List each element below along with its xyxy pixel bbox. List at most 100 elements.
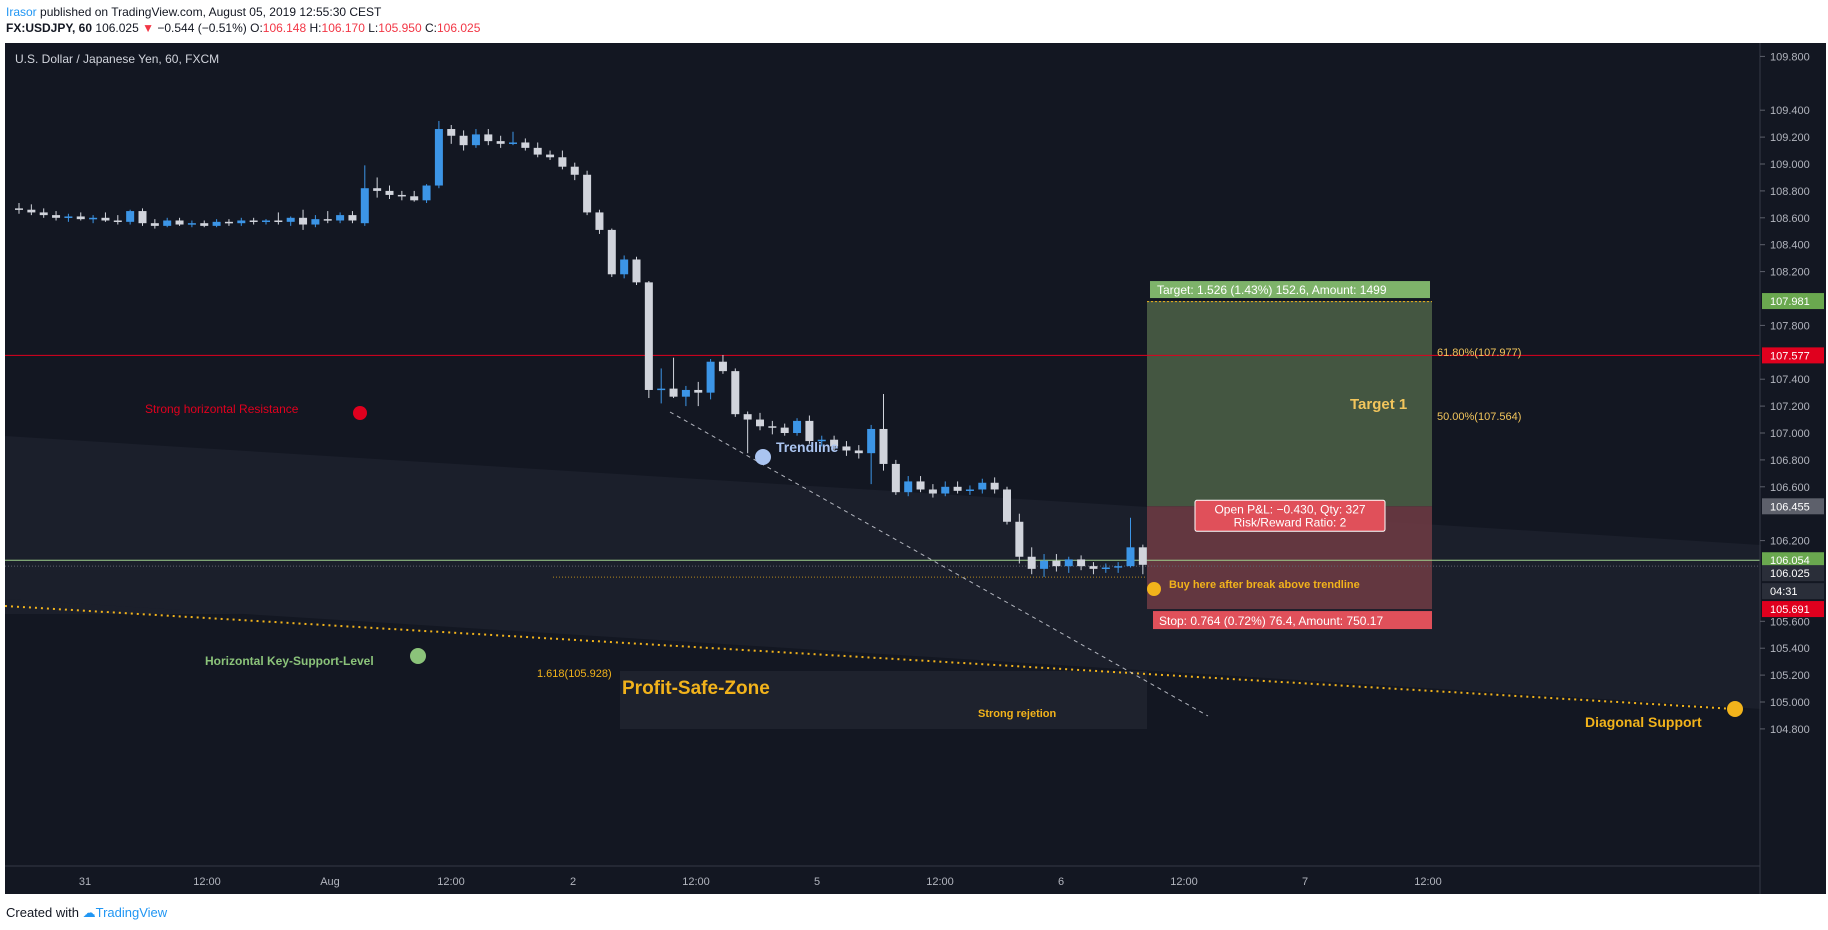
candle-body [237,220,246,224]
candle-body [1089,566,1098,569]
y-tick-label: 108.200 [1770,267,1810,279]
candlestick-chart[interactable]: Target: 1.526 (1.43%) 152.6, Amount: 149… [4,43,1826,894]
candle-body [509,142,517,144]
target-label: Target: 1.526 (1.43%) 152.6, Amount: 149… [1157,283,1387,297]
resistance-marker [353,406,367,420]
x-tick-label: 31 [79,876,91,888]
candle-body [780,427,789,433]
candle-body [570,166,579,175]
x-tick-label: 5 [814,876,820,888]
y-tick-label: 106.200 [1770,536,1810,548]
candle-body [212,221,221,226]
candle-body [595,212,604,230]
y-tick-label: 108.800 [1770,186,1810,198]
price-axis-badge [1762,347,1824,364]
candle-body [817,439,826,442]
candle-body [447,129,456,136]
stop-label-box [1153,611,1432,630]
low-value: 105.950 [378,21,422,35]
price-axis-badge-label: 107.981 [1770,296,1810,308]
candle-body [373,188,382,191]
price-axis-badge [1762,601,1824,618]
candle-body [311,219,320,225]
y-tick-label: 107.800 [1770,320,1810,332]
candle-body [941,486,950,494]
candle-body [731,371,740,415]
candle-body [138,211,147,224]
publish-line: Irasor published on TradingView.com, Aug… [6,4,480,20]
candle-body [830,439,839,447]
candle-body [422,185,431,201]
candle-body [793,420,802,433]
candle-body [27,209,36,213]
chart-area[interactable]: Target: 1.526 (1.43%) 152.6, Amount: 149… [4,43,1826,894]
low-label: L: [368,21,379,35]
y-tick-label: 109.200 [1770,132,1810,144]
y-tick-label: 107.000 [1770,428,1810,440]
candle-body [187,223,196,225]
candle-body [1027,556,1036,569]
trendline-label: Trendline [776,439,838,455]
open-label: O: [250,21,263,35]
candle-body [1114,566,1123,568]
target-label-box [1150,281,1430,299]
candle-body [978,482,987,490]
y-tick-label: 107.400 [1770,374,1810,386]
candle-body [224,221,233,224]
candle-body [299,217,308,225]
candle-body [669,388,678,397]
candle-body [620,259,629,275]
tradingview-brand-link[interactable]: TradingView [95,905,168,920]
price-axis-badge-label: 107.577 [1770,350,1810,362]
candle-body [965,489,974,491]
candle-body [681,389,690,397]
candle-body [397,194,406,197]
change-value: −0.544 (−0.51%) [157,21,247,35]
tradingview-logo-icon[interactable]: ☁ [82,905,96,920]
fib-1618-label: 1.618(105.928) [537,668,612,680]
resistance-label: Strong horizontal Resistance [145,402,299,416]
candle-body [348,215,357,221]
candle-body [854,450,863,454]
author-link[interactable]: Irasor [6,5,37,19]
y-tick-label: 107.200 [1770,401,1810,413]
candle-body [64,216,73,218]
candle-body [471,134,480,146]
candle-body [1015,521,1024,557]
pnl-box [1194,499,1386,532]
ohlc-line: FX:USDJPY, 60 106.025 ▼ −0.544 (−0.51%) … [6,20,480,36]
last-price: 106.025 [95,21,139,35]
candle-body [632,259,641,283]
candle-body [286,217,295,222]
instrument-title: U.S. Dollar / Japanese Yen, 60, FXCM [15,52,219,66]
candle-body [410,196,419,201]
candle-body [274,220,283,222]
candle-body [459,135,468,146]
candle-body [546,154,555,158]
stop-label: Stop: 0.764 (0.72%) 76.4, Amount: 750.17 [1159,614,1383,628]
candle-body [904,481,913,493]
candle-body [756,419,764,427]
open-value: 106.148 [262,21,307,35]
close-label: C: [425,21,437,35]
target1-label: Target 1 [1350,396,1407,413]
candle-body [879,428,888,464]
candle-body [583,174,592,213]
x-tick-label: 7 [1302,876,1308,888]
price-axis-badge-label: 106.054 [1770,555,1810,567]
price-axis-badge [1762,293,1824,310]
rejection-label: Strong rejetion [978,708,1057,720]
candle-body [200,223,209,226]
key-support-label: Horizontal Key-Support-Level [205,654,374,668]
close-value: 106.025 [437,21,481,35]
candle-body [101,217,110,221]
candle-body [916,481,925,490]
candle-body [1040,560,1049,569]
candle-body [953,486,962,491]
buy-marker [1147,582,1161,596]
candle-body [607,229,616,275]
diagonal-marker [1727,701,1743,717]
x-tick-label: 12:00 [682,876,710,888]
candle-body [842,446,851,451]
x-tick-label: 12:00 [1170,876,1198,888]
